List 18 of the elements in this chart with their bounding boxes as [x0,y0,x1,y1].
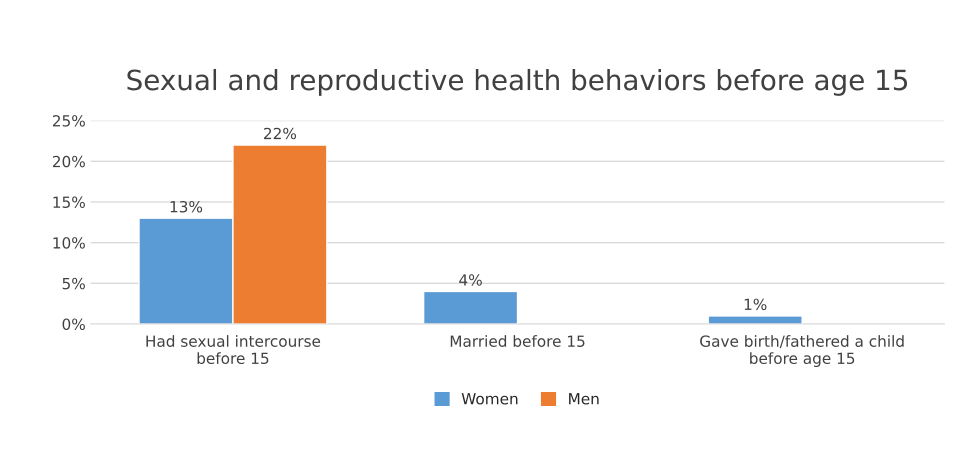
bar [708,315,803,324]
data-label: 1% [744,298,766,310]
chart-title: Sexual and reproductive health behaviors before age 15 [127,68,908,96]
y-tick-label: 0% [62,318,85,330]
data-label: 22% [264,128,296,140]
y-tick-label: 10% [53,237,85,249]
legend-label: Women [462,393,518,404]
data-label: 4% [459,274,482,286]
y-tick-label: 25% [52,115,85,127]
y-tick-label: 15% [53,196,85,208]
y-tick-label: 5% [62,278,85,290]
x-tick-label: Had sexual intercourse before 15 [146,335,320,364]
y-tick-label: 20% [52,156,85,168]
x-tick-label: Gave birth/fathered a child before age 15 [700,335,904,368]
legend-label: Men [569,393,599,404]
bar [422,290,518,324]
data-label: 13% [170,200,202,213]
x-tick-label: Married before 15 [450,335,584,347]
